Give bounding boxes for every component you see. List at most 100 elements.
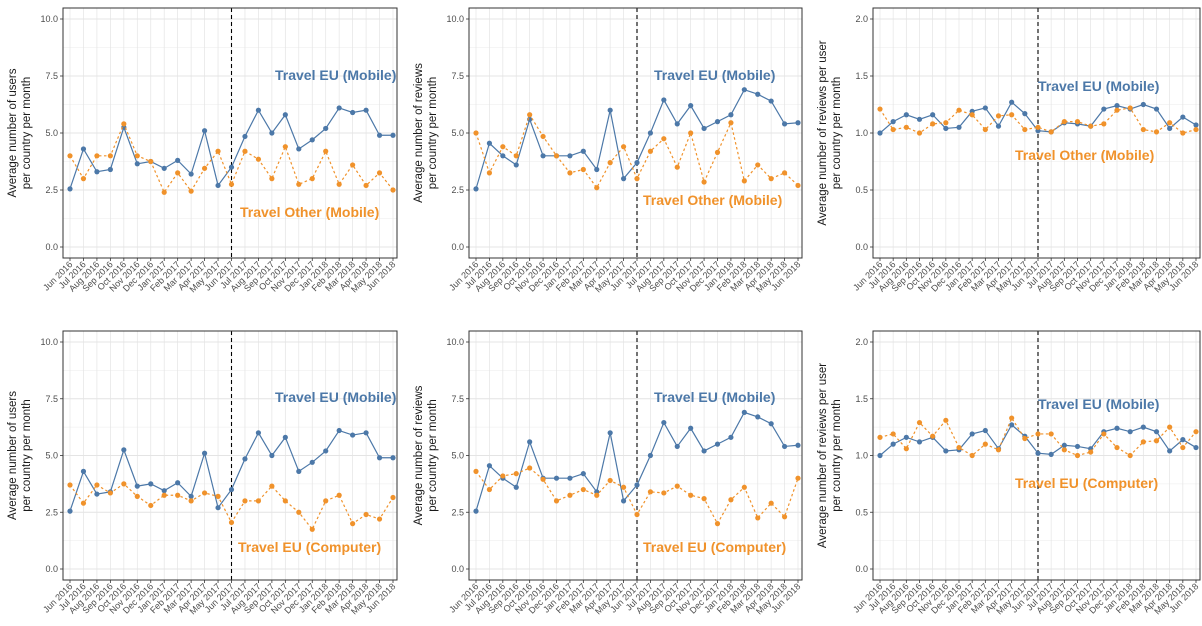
data-point	[995, 123, 1002, 129]
y-tick-label: 7.5	[45, 394, 58, 404]
data-point	[255, 430, 262, 436]
data-point	[215, 182, 221, 189]
y-axis-title: per country per month	[427, 399, 439, 512]
data-point	[1048, 129, 1054, 135]
y-tick-label: 5.0	[451, 451, 464, 461]
data-point	[1022, 435, 1028, 442]
data-point	[242, 133, 248, 140]
data-point	[67, 482, 73, 488]
data-point	[728, 497, 734, 503]
data-point	[714, 149, 721, 155]
data-point	[242, 456, 248, 462]
data-point	[296, 509, 302, 515]
data-point	[714, 441, 721, 447]
data-point	[674, 121, 680, 127]
data-point	[269, 176, 275, 182]
panel-border	[62, 7, 398, 259]
data-point	[390, 455, 396, 461]
data-point	[701, 125, 707, 132]
data-point	[1035, 124, 1041, 130]
panel-border	[468, 330, 803, 581]
data-point	[255, 498, 262, 504]
data-point	[1193, 122, 1199, 128]
data-point	[188, 188, 194, 194]
data-point	[201, 490, 208, 496]
data-point	[647, 489, 654, 495]
data-point	[67, 153, 73, 159]
data-point	[634, 482, 640, 488]
data-point	[930, 121, 936, 127]
data-point	[943, 448, 949, 454]
y-tick-label: 5.0	[45, 451, 58, 461]
data-point	[486, 463, 493, 469]
data-point	[121, 447, 127, 453]
data-point	[255, 107, 262, 113]
y-tick-label: 0.0	[451, 564, 464, 574]
data-point	[486, 170, 493, 176]
y-tick-label: 1.0	[855, 128, 868, 138]
data-point	[527, 112, 533, 118]
data-point	[1114, 107, 1120, 113]
data-point	[513, 471, 519, 477]
data-point	[1180, 444, 1186, 451]
data-point	[473, 130, 479, 136]
data-point	[795, 120, 801, 126]
data-point	[175, 170, 181, 176]
data-point	[1009, 99, 1015, 105]
data-point	[781, 121, 788, 127]
data-point	[94, 153, 100, 159]
y-tick-label: 2.5	[45, 507, 58, 517]
data-point	[594, 492, 600, 498]
series-annotation: Travel Other (Mobile)	[643, 192, 782, 208]
data-point	[956, 124, 962, 130]
data-point	[309, 137, 315, 143]
data-point	[567, 170, 573, 176]
data-point	[607, 477, 613, 484]
data-point	[215, 505, 221, 511]
data-point	[688, 492, 694, 498]
data-point	[1035, 431, 1041, 437]
data-point	[728, 120, 734, 126]
y-tick-label: 10.0	[40, 337, 58, 347]
data-point	[728, 112, 734, 118]
data-point	[714, 521, 721, 527]
data-point	[1088, 449, 1094, 455]
data-point	[282, 434, 288, 440]
data-point	[1140, 424, 1146, 430]
data-point	[956, 107, 962, 113]
data-point	[513, 162, 519, 168]
data-point	[741, 484, 747, 490]
data-point	[486, 140, 493, 146]
panel-border	[872, 330, 1201, 581]
data-point	[755, 515, 761, 521]
data-point	[228, 486, 235, 493]
data-point	[877, 452, 883, 459]
data-point	[188, 493, 194, 499]
data-point	[80, 146, 87, 152]
data-point	[336, 181, 342, 187]
y-axis-title: per country per month	[21, 399, 33, 512]
data-point	[80, 500, 87, 506]
data-point	[350, 521, 356, 527]
y-axis-title: Average number of reviews per user	[817, 40, 829, 225]
data-point	[1061, 442, 1067, 448]
data-point	[620, 176, 627, 182]
data-point	[674, 483, 680, 489]
data-point	[607, 107, 613, 113]
y-tick-label: 1.5	[855, 71, 868, 81]
data-point	[982, 126, 988, 133]
data-point	[269, 452, 275, 459]
data-point	[513, 153, 519, 159]
data-point	[67, 186, 73, 192]
y-axis-title: Average number of reviews per user	[817, 363, 829, 548]
data-point	[1009, 112, 1015, 118]
data-point	[80, 468, 87, 474]
data-point	[500, 153, 506, 159]
data-point	[1022, 126, 1028, 133]
data-point	[741, 409, 747, 415]
data-point	[323, 148, 329, 154]
data-point	[768, 500, 774, 506]
data-point	[916, 419, 923, 426]
data-point	[607, 160, 613, 166]
